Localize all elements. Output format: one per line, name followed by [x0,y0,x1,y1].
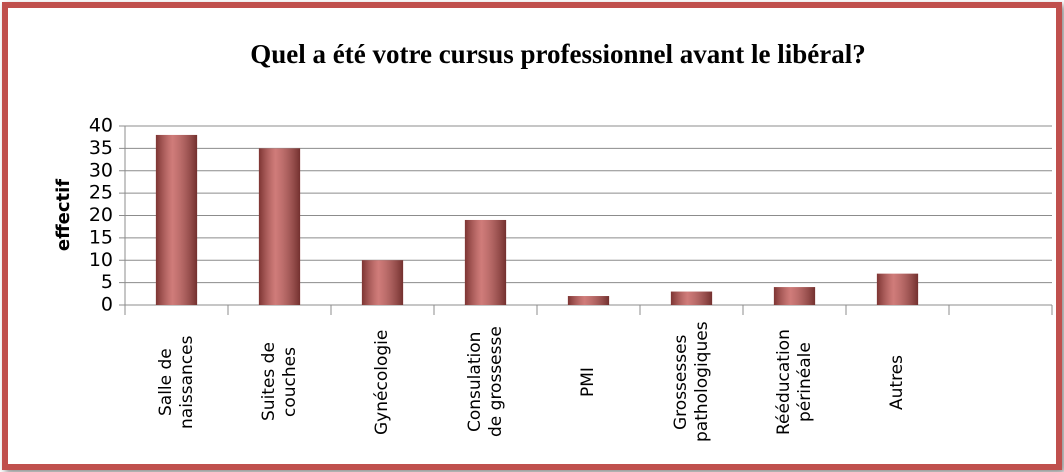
x-tick-label: Salle de naissances [155,335,197,429]
chart-title: Quel a été votre cursus professionnel av… [250,39,865,69]
bar-shade [155,134,198,305]
y-tick-label: 15 [89,226,113,248]
y-tick-label: 40 [89,115,113,137]
x-tick-label: Rééducation périnéale [773,329,815,435]
x-tick-label: Consulation de grossesse [464,326,506,438]
bar-shade [670,291,713,305]
bar-shade [361,260,404,305]
bar-shade [876,273,919,305]
bar-shade [464,219,507,305]
y-tick-label: 35 [89,137,113,159]
bar-shade [773,287,816,305]
bar-shade [567,296,610,305]
y-tick-label: 5 [101,271,113,293]
x-tick-label: Grossesses pathologiques [670,321,712,442]
y-tick-label: 0 [101,294,113,316]
y-axis-label: effectif [53,179,74,251]
y-tick-label: 30 [89,159,113,181]
x-tick-label: Autres [887,354,907,410]
x-tick-label: Suites de couches [258,342,300,422]
x-tick-label: Gynécologie [372,329,392,435]
y-tick-label: 10 [89,249,113,271]
x-tick-label: PMI [578,367,598,397]
y-tick-label: 25 [89,182,113,204]
y-tick-label: 20 [89,204,113,226]
bar-shade [258,148,301,305]
